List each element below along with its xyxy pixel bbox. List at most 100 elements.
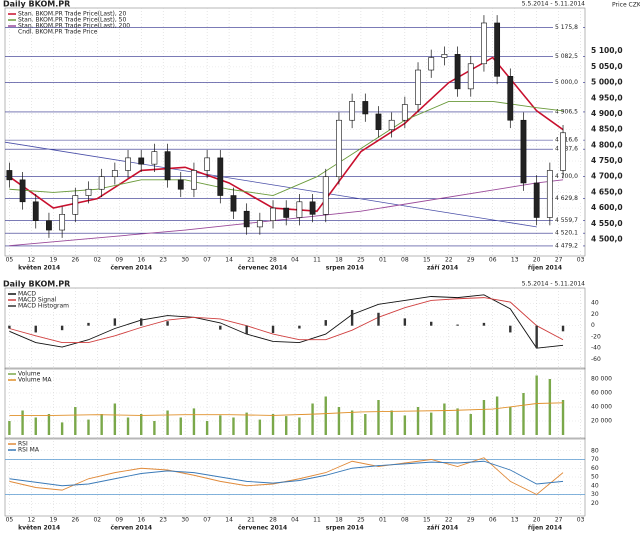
y-tick-label: 4 950,0 xyxy=(591,93,623,102)
x-tick-label: 06 xyxy=(489,257,497,264)
month-label: květen 2014 xyxy=(18,265,60,272)
level-label-bg xyxy=(553,242,583,249)
level-label-bg xyxy=(553,195,583,202)
series-line xyxy=(9,179,564,247)
bar xyxy=(350,410,354,435)
legend-label: RSI xyxy=(18,441,28,448)
month-label: srpen 2014 xyxy=(326,525,364,532)
y-tick-label: 70 xyxy=(591,456,599,463)
bar xyxy=(535,375,538,435)
candle-body xyxy=(388,119,395,130)
y-tick-label: 4 800,0 xyxy=(591,140,623,149)
x-tick-label: 08 xyxy=(401,257,409,264)
bar xyxy=(482,400,486,435)
bar xyxy=(403,318,407,326)
candle-body xyxy=(507,76,514,121)
month-label: srpen 2014 xyxy=(326,265,364,272)
panel-title: Daily BKOM.PR xyxy=(3,0,70,9)
y-tick-label: 60 xyxy=(591,465,599,472)
level-label: 4 520,1 xyxy=(555,230,578,237)
candle-body xyxy=(151,151,158,165)
x-tick-label: 25 xyxy=(357,257,365,264)
candle-body xyxy=(177,179,184,190)
bar xyxy=(219,415,222,435)
y-tick-label: -20 xyxy=(591,333,601,340)
series-line xyxy=(9,402,564,416)
x-tick-label: 26 xyxy=(71,517,79,524)
y-tick-label: 4 750,0 xyxy=(591,156,623,165)
bar xyxy=(205,421,209,435)
bar xyxy=(87,419,90,435)
month-label: květen 2014 xyxy=(18,525,60,532)
level-label-bg xyxy=(553,53,583,60)
level-label: 4 906,5 xyxy=(555,108,578,115)
candle-body xyxy=(125,157,131,171)
level-label: 5 082,5 xyxy=(555,53,578,60)
bar xyxy=(232,417,235,435)
bar xyxy=(166,321,169,326)
bar xyxy=(219,325,222,330)
candle-body xyxy=(481,22,487,65)
x-tick-label: 13 xyxy=(511,517,519,524)
bar xyxy=(74,407,77,435)
bar xyxy=(443,403,446,435)
legend-label: Cndl. BKOM.PR Trade Price xyxy=(18,29,98,36)
y-tick-label: 30 xyxy=(591,491,599,498)
bar xyxy=(34,417,37,435)
level-label-bg xyxy=(553,173,583,180)
bar xyxy=(535,325,538,349)
level-label: 4 787,6 xyxy=(555,146,578,153)
bar xyxy=(561,325,565,332)
series-line xyxy=(9,297,564,343)
x-tick-label: 14 xyxy=(225,257,233,264)
candle-body xyxy=(415,69,421,105)
bar xyxy=(87,322,90,326)
bar xyxy=(100,414,103,435)
candle-body xyxy=(59,214,66,231)
candle-body xyxy=(375,113,382,130)
x-tick-label: 16 xyxy=(137,257,145,264)
month-label: červen 2014 xyxy=(110,265,152,272)
bar xyxy=(364,414,367,435)
legend-label: Volume MA xyxy=(18,377,52,384)
y-tick-label: 80 xyxy=(591,447,599,454)
y-tick-label: 5 100,0 xyxy=(591,46,623,55)
x-tick-label: 01 xyxy=(379,517,387,524)
bar xyxy=(245,325,248,335)
candle-body xyxy=(204,157,211,171)
bar xyxy=(456,324,459,326)
x-tick-label: 07 xyxy=(203,517,211,524)
series-line xyxy=(9,457,564,496)
x-tick-label: 19 xyxy=(50,517,58,524)
candle-body xyxy=(296,201,303,218)
y-tick-label: 4 700,0 xyxy=(591,172,623,181)
bar xyxy=(456,408,459,435)
candle-body xyxy=(467,63,474,90)
y-tick-label: 4 500,0 xyxy=(591,234,623,243)
y-tick-label: 4 600,0 xyxy=(591,203,623,212)
x-tick-label: 15 xyxy=(423,257,431,264)
y-tick-label: -60 xyxy=(591,356,601,363)
date-range: 5.5.2014 - 5.11.2014 xyxy=(522,281,585,288)
legend-label: Stan. BKOM.PR Trade Price(Last), 50 xyxy=(18,17,126,24)
candle-body xyxy=(164,151,171,181)
legend-label: Stan. BKOM.PR Trade Price(Last), 20 xyxy=(18,11,126,18)
candle-body xyxy=(270,207,276,221)
legend-label: Stan. BKOM.PR Trade Price(Last), 200 xyxy=(18,23,130,30)
y-tick-label: 20 000 xyxy=(591,418,612,425)
y-tick-label: 5 000,0 xyxy=(591,78,623,87)
bar xyxy=(192,408,196,435)
bar xyxy=(522,393,525,435)
x-tick-label: 08 xyxy=(401,517,409,524)
level-label: 4 816,6 xyxy=(555,137,578,144)
bar xyxy=(245,412,248,435)
bar xyxy=(311,403,314,435)
x-tick-label: 02 xyxy=(93,517,101,524)
legend-label: RSI MA xyxy=(18,447,40,454)
candle-body xyxy=(98,176,105,190)
bar xyxy=(350,309,354,326)
candle-body xyxy=(46,220,52,231)
month-label: září 2014 xyxy=(427,265,458,272)
candle-body xyxy=(85,188,92,196)
bar xyxy=(377,312,380,326)
